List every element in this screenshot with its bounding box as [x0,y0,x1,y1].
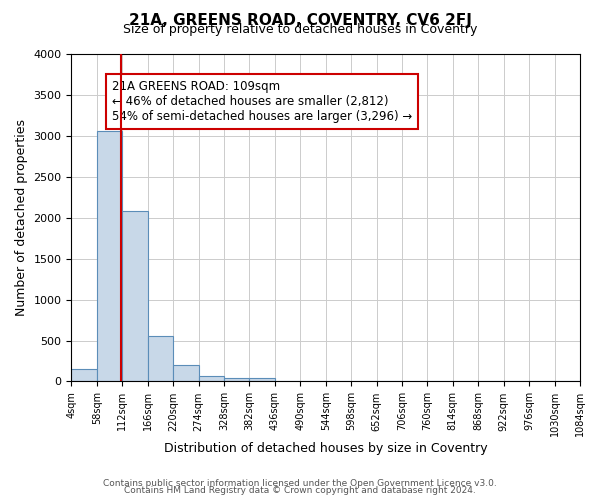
Text: 21A GREENS ROAD: 109sqm
← 46% of detached houses are smaller (2,812)
54% of semi: 21A GREENS ROAD: 109sqm ← 46% of detache… [112,80,412,123]
Bar [122,211,148,382]
Bar [148,336,173,382]
Y-axis label: Number of detached properties: Number of detached properties [15,119,28,316]
X-axis label: Distribution of detached houses by size in Coventry: Distribution of detached houses by size … [164,442,488,455]
Bar [97,131,122,382]
Text: Contains HM Land Registry data © Crown copyright and database right 2024.: Contains HM Land Registry data © Crown c… [124,486,476,495]
Bar [224,378,250,382]
Bar [71,369,97,382]
Text: Contains public sector information licensed under the Open Government Licence v3: Contains public sector information licen… [103,478,497,488]
Text: 21A, GREENS ROAD, COVENTRY, CV6 2FJ: 21A, GREENS ROAD, COVENTRY, CV6 2FJ [128,12,472,28]
Bar [173,364,199,382]
Text: Size of property relative to detached houses in Coventry: Size of property relative to detached ho… [123,22,477,36]
Bar [250,378,275,382]
Bar [199,376,224,382]
